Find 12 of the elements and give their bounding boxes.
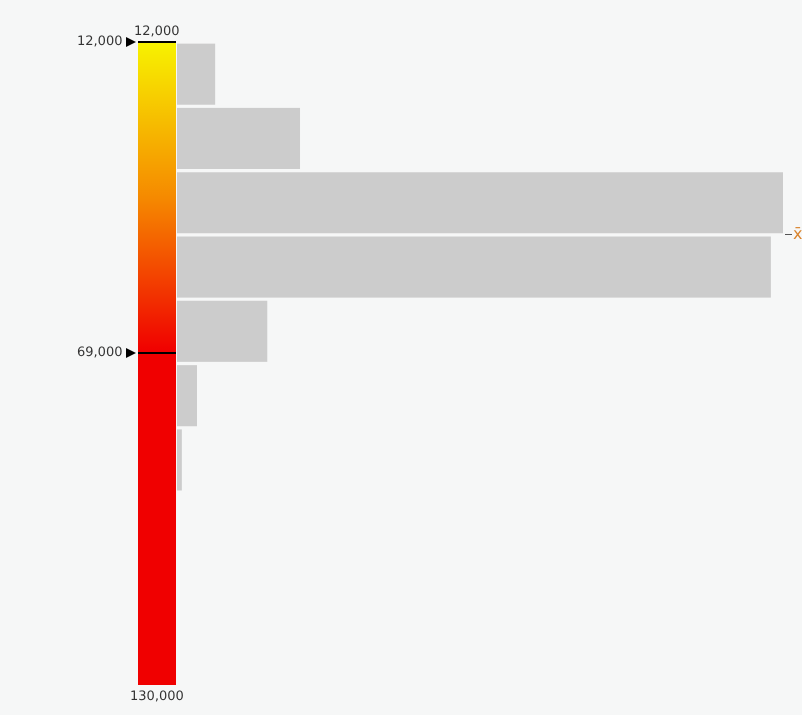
bar (177, 108, 300, 169)
bar (177, 172, 783, 234)
bar (177, 429, 182, 490)
text: x̄ (793, 224, 802, 243)
text: 69,000 (77, 344, 122, 360)
text: 12,000 (134, 24, 180, 39)
text: 12,000 (77, 34, 122, 49)
bar (177, 365, 197, 426)
text: 130,000 (130, 689, 184, 704)
bar (177, 44, 216, 105)
bar (177, 236, 771, 298)
bar (177, 300, 268, 362)
